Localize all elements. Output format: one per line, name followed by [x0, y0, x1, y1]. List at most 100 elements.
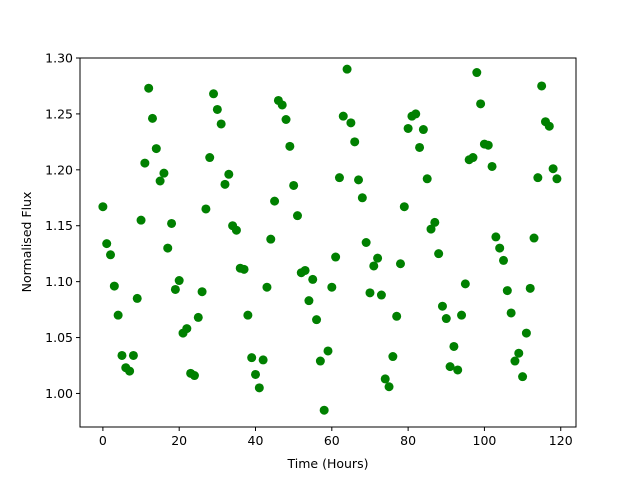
data-point	[506, 308, 516, 318]
data-point	[380, 374, 390, 384]
data-point	[262, 282, 272, 292]
data-point	[514, 348, 524, 358]
data-point	[147, 113, 157, 123]
y-tick-label: 1.20	[45, 162, 73, 177]
data-point	[437, 301, 447, 311]
data-point	[254, 383, 264, 393]
x-tick-label: 0	[99, 433, 107, 448]
data-point	[163, 243, 173, 253]
data-point	[189, 371, 199, 381]
data-point	[529, 233, 539, 243]
data-point	[434, 249, 444, 259]
data-point	[449, 341, 459, 351]
data-point	[384, 382, 394, 392]
plot-frame	[79, 57, 577, 428]
data-point	[106, 250, 116, 260]
data-point	[411, 109, 421, 119]
data-point	[445, 362, 455, 372]
data-point	[285, 141, 295, 151]
data-point	[373, 253, 383, 263]
data-point	[476, 99, 486, 109]
data-point	[518, 372, 528, 382]
data-point	[319, 405, 329, 415]
data-point	[457, 310, 467, 320]
data-point	[331, 252, 341, 262]
data-point	[243, 310, 253, 320]
data-point	[205, 153, 215, 163]
y-axis-ticks: 1.00 1.05 1.10 1.15 1.20 1.25 1.30	[45, 51, 80, 401]
data-point	[483, 140, 493, 150]
data-point	[533, 173, 543, 183]
data-point	[292, 211, 302, 221]
data-point	[289, 180, 299, 190]
data-point	[544, 121, 554, 131]
x-tick-label: 100	[473, 433, 497, 448]
data-point	[144, 83, 154, 93]
data-point	[525, 283, 535, 293]
data-point	[422, 174, 432, 184]
data-point	[521, 328, 531, 338]
x-axis-ticks: 0 20 40 60 80 100 120	[99, 427, 573, 448]
x-tick-label: 40	[248, 433, 264, 448]
data-point	[281, 115, 291, 124]
data-point	[308, 274, 318, 284]
x-tick-label: 120	[549, 433, 573, 448]
x-tick-label: 20	[171, 433, 187, 448]
data-point	[338, 111, 348, 121]
data-point	[376, 290, 386, 300]
data-point	[495, 243, 505, 253]
data-point	[258, 355, 268, 365]
data-point	[113, 310, 123, 320]
data-point	[151, 144, 161, 154]
y-axis-label: Normalised Flux	[19, 192, 34, 293]
data-point	[502, 286, 512, 296]
data-point	[365, 288, 375, 298]
data-point	[430, 217, 440, 227]
data-point	[388, 352, 398, 362]
data-point	[209, 89, 219, 99]
y-tick-label: 1.00	[45, 386, 73, 401]
data-point	[323, 346, 333, 356]
data-point	[510, 356, 520, 366]
data-point	[327, 282, 337, 292]
data-point	[491, 232, 501, 242]
data-point	[334, 173, 344, 183]
data-point	[212, 104, 222, 114]
data-point	[125, 366, 135, 376]
y-tick-label: 1.30	[45, 51, 73, 66]
data-point	[361, 238, 371, 247]
y-tick-label: 1.15	[45, 218, 73, 233]
data-point	[170, 284, 180, 294]
data-point	[499, 255, 509, 265]
data-point	[167, 218, 177, 228]
y-tick-label: 1.25	[45, 106, 73, 121]
data-point	[487, 161, 497, 171]
data-point	[460, 279, 470, 289]
data-point	[369, 261, 379, 271]
data-point	[395, 259, 405, 269]
data-point	[453, 365, 463, 375]
data-point	[109, 281, 119, 291]
data-point	[472, 68, 482, 78]
y-tick-label: 1.10	[45, 274, 73, 289]
data-point	[354, 175, 364, 185]
data-point	[220, 179, 230, 189]
data-point	[193, 312, 203, 322]
data-point	[128, 350, 138, 360]
data-point	[216, 119, 226, 129]
data-point	[140, 158, 150, 168]
x-tick-label: 80	[400, 433, 416, 448]
data-point	[392, 311, 402, 321]
data-point	[270, 196, 280, 206]
data-point	[357, 193, 367, 203]
data-point	[403, 123, 413, 133]
x-axis-label: Time (Hours)	[287, 456, 369, 471]
data-point	[312, 315, 322, 325]
data-point	[468, 153, 478, 163]
data-point	[182, 324, 192, 334]
data-point	[155, 176, 165, 186]
data-point	[277, 100, 287, 110]
data-point	[159, 168, 169, 178]
